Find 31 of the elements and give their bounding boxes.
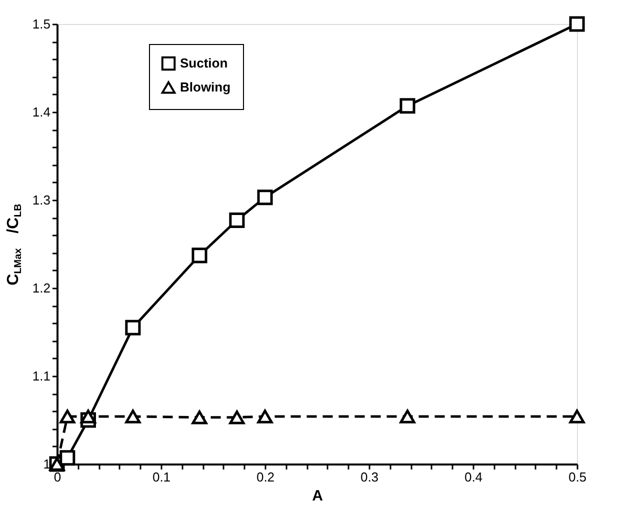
legend-label: Suction [180,56,228,70]
x-axis-title: A [312,488,324,504]
point [400,410,416,424]
point [569,410,585,424]
point [257,410,273,424]
x-tick-label: 0.2 [256,470,275,484]
point [569,16,585,32]
point [60,450,76,466]
point [229,212,245,228]
point [192,248,208,264]
point [60,410,76,424]
point [80,410,96,424]
y-tick-label: 1.5 [32,16,50,32]
point [125,410,141,424]
x-tick-label: 0.1 [152,470,171,484]
legend-label: Blowing [180,80,231,94]
x-tick-label: 0.3 [360,470,379,484]
point [257,190,273,206]
point [192,410,208,424]
point [229,410,245,424]
x-tick-label: 0.5 [568,470,587,484]
x-tick-label: 0 [54,470,62,484]
point [125,320,141,336]
y-tick-label: 1.1 [32,368,50,384]
y-tick-label: 1.3 [32,192,50,208]
x-tick-label: 0.4 [464,470,483,484]
y-tick-label: 1.4 [32,104,50,120]
point [400,98,416,114]
text: CLMax /CLB [5,204,24,286]
y-tick-label: 1.2 [32,280,50,296]
y-tick-label: 1 [43,456,50,472]
